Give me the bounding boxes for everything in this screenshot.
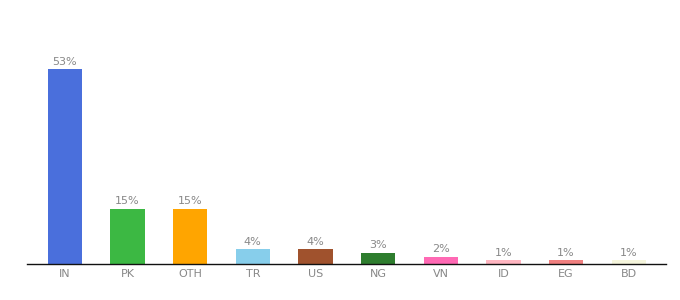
Text: 1%: 1% [494, 248, 512, 258]
Text: 4%: 4% [244, 237, 262, 247]
Text: 53%: 53% [52, 56, 77, 67]
Bar [486, 260, 521, 264]
Bar [611, 260, 646, 264]
Text: 15%: 15% [115, 196, 140, 206]
Bar [173, 209, 207, 264]
Bar [235, 249, 270, 264]
Bar [299, 249, 333, 264]
Text: 3%: 3% [369, 240, 387, 250]
Text: 15%: 15% [178, 196, 203, 206]
Bar [110, 209, 145, 264]
Text: 1%: 1% [558, 248, 575, 258]
Text: 1%: 1% [620, 248, 638, 258]
Bar [424, 256, 458, 264]
Text: 2%: 2% [432, 244, 449, 254]
Bar [48, 69, 82, 264]
Text: 4%: 4% [307, 237, 324, 247]
Bar [549, 260, 583, 264]
Bar [361, 253, 395, 264]
